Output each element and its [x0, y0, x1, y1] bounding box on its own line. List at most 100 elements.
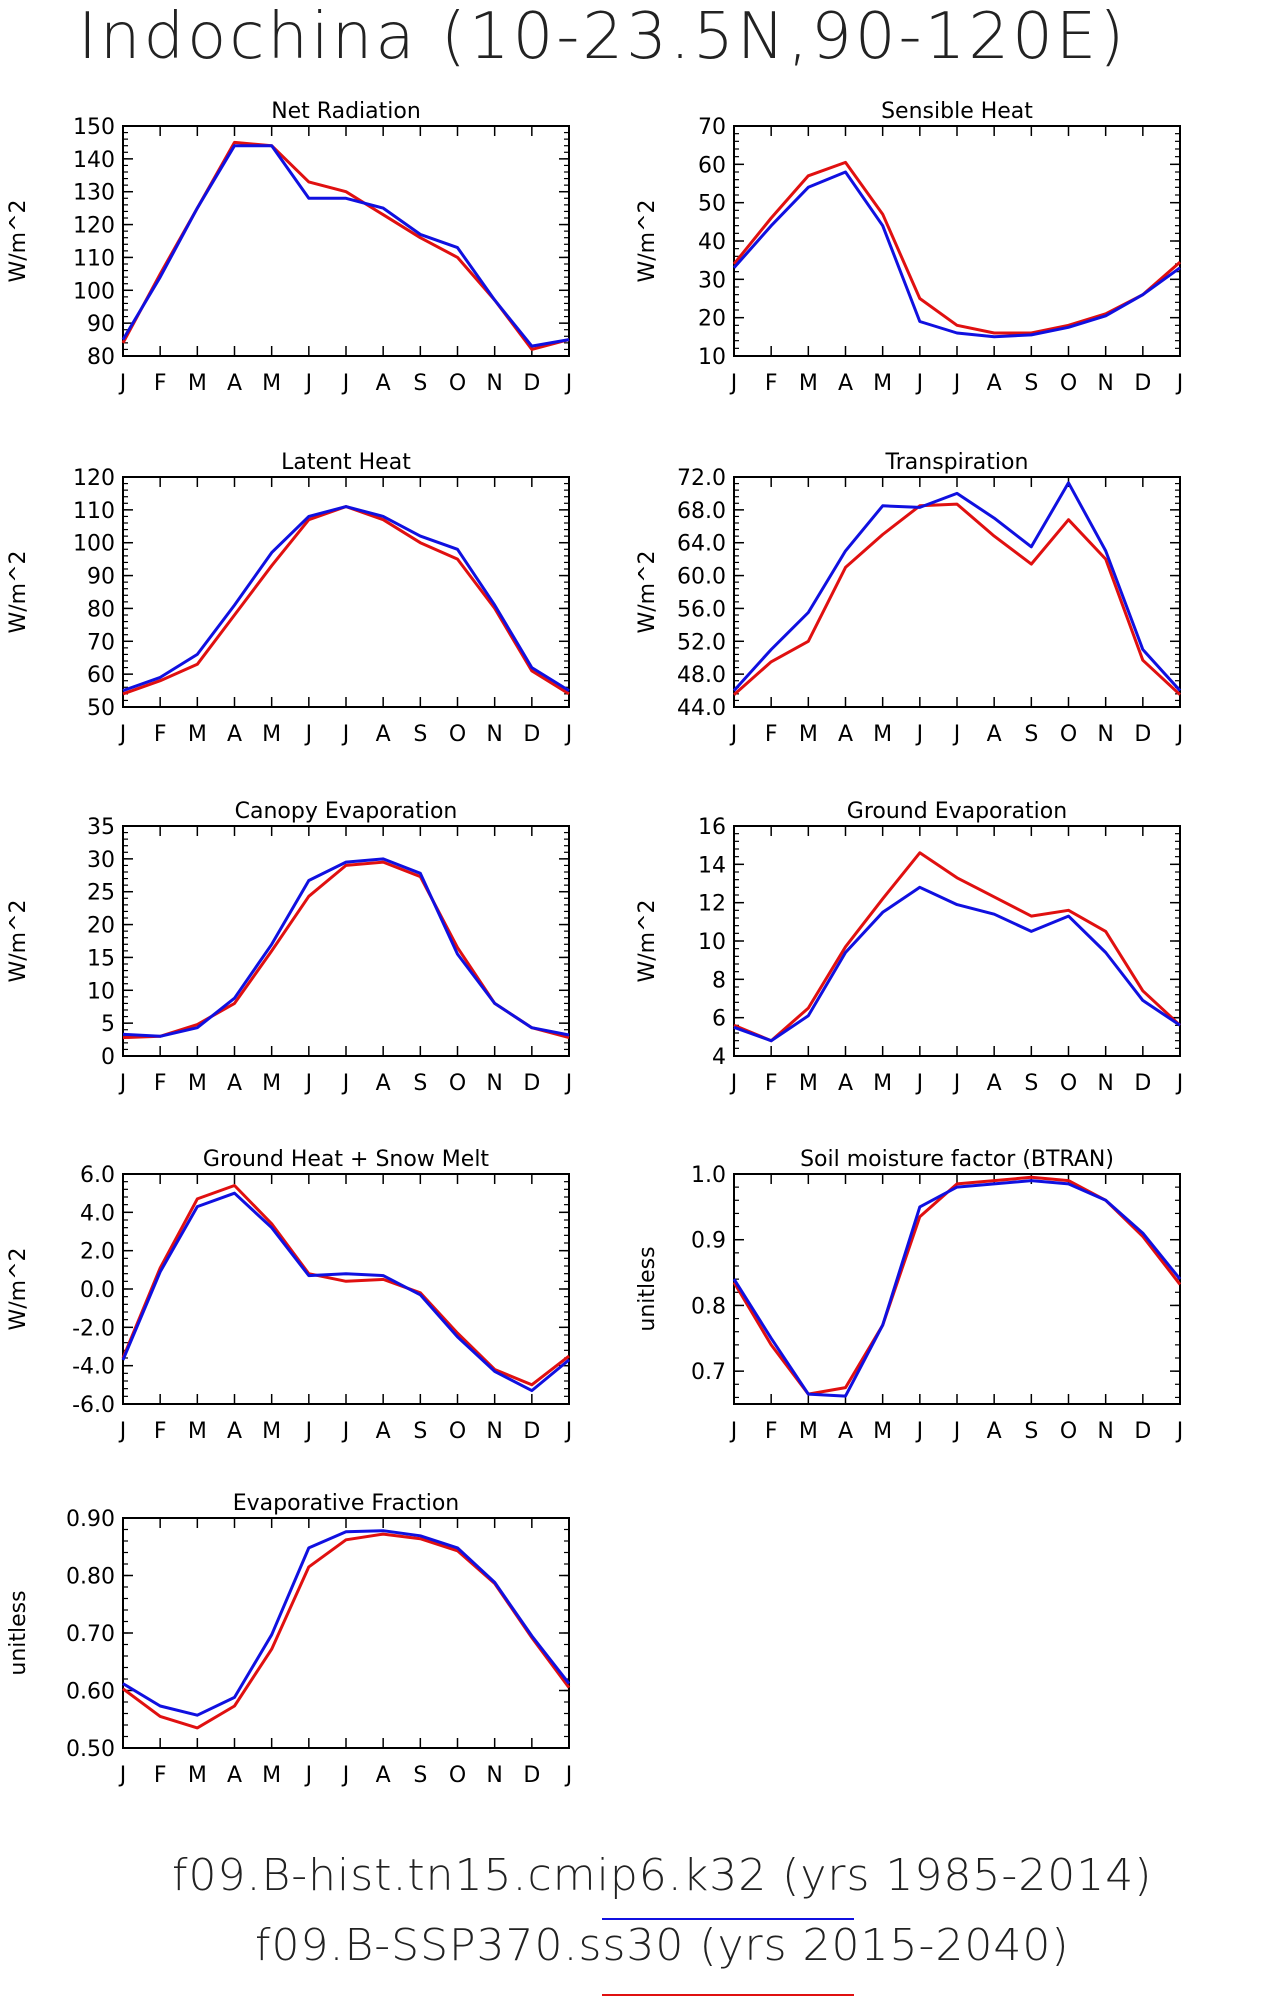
x-tick-label: J — [304, 371, 313, 396]
x-tick-label: F — [154, 1071, 167, 1096]
panel-4: Transpiration 44.0 48.0 52.0 56.0 60.0 64.0 68.… — [635, 450, 1183, 747]
y-tick-label: 80 — [87, 597, 115, 622]
y-tick-label: 110 — [73, 499, 115, 524]
y-tick-label: 16 — [698, 815, 726, 840]
x-tick-label: J — [729, 1071, 738, 1096]
x-tick-label: M — [799, 1419, 818, 1444]
x-tick-label: S — [413, 371, 427, 396]
x-tick-label: O — [1060, 1419, 1077, 1444]
y-tick-label: 2.0 — [80, 1240, 115, 1265]
series-ssp-line — [121, 1184, 570, 1387]
x-tick-label: O — [1060, 371, 1077, 396]
x-tick-label: M — [799, 1071, 818, 1096]
legend-swatch-hist — [602, 1918, 854, 1920]
series-hist-line — [122, 505, 570, 693]
x-tick-label: F — [765, 371, 778, 396]
x-tick-label: M — [873, 1419, 892, 1444]
x-tick-label: J — [952, 371, 961, 396]
x-tick-label: S — [1024, 722, 1038, 747]
series-hist-line — [733, 885, 1181, 1043]
y-tick-label: 0.8 — [691, 1294, 726, 1319]
panel-7: Ground Heat + Snow Melt -6.0 -4.0 -2.0 0.0 2.… — [6, 1147, 572, 1444]
x-tick-label: D — [1134, 1071, 1151, 1096]
x-tick-label: J — [915, 1071, 924, 1096]
y-tick-label: 10 — [87, 979, 115, 1004]
x-tick-label: J — [952, 722, 961, 747]
x-tick-label: O — [449, 722, 466, 747]
x-tick-label: J — [564, 1763, 573, 1788]
x-tick-label: M — [188, 1763, 207, 1788]
y-tick-label: 0.50 — [66, 1737, 115, 1762]
x-tick-label: N — [486, 1763, 502, 1788]
panel-title: Canopy Evaporation — [235, 799, 458, 824]
series-hist-line — [121, 1191, 570, 1393]
x-tick-label: J — [729, 1419, 738, 1444]
x-tick-label: O — [449, 1763, 466, 1788]
x-tick-label: F — [765, 1419, 778, 1444]
y-tick-label: 50 — [87, 696, 115, 721]
series-ssp-line — [122, 505, 570, 696]
series-ssp-line — [732, 160, 1181, 335]
y-tick-label: 150 — [73, 115, 115, 140]
y-axis-label: unitless — [6, 1590, 31, 1675]
plot-frame — [122, 825, 570, 1057]
x-tick-label: A — [376, 722, 391, 747]
x-tick-label: J — [341, 371, 350, 396]
y-tick-label: 68.0 — [677, 499, 726, 524]
plot-frame — [122, 476, 570, 708]
y-tick-label: 90 — [87, 312, 115, 337]
x-tick-label: N — [486, 722, 502, 747]
x-tick-label: M — [188, 1071, 207, 1096]
x-tick-label: J — [1175, 1071, 1184, 1096]
y-tick-label: 100 — [73, 532, 115, 557]
y-axis-label: W/m^2 — [6, 199, 31, 282]
x-tick-label: A — [838, 722, 853, 747]
y-tick-label: 0.80 — [66, 1565, 115, 1590]
y-tick-label: 64.0 — [677, 532, 726, 557]
y-tick-label: 80 — [87, 345, 115, 370]
legend-entry-ssp: f09.B-SSP370.ss30 (yrs 2015-2040) — [255, 1920, 1070, 1971]
x-tick-label: N — [1097, 1419, 1113, 1444]
x-tick-label: D — [523, 1419, 540, 1444]
y-tick-label: 14 — [698, 853, 726, 878]
x-tick-label: O — [449, 1071, 466, 1096]
x-tick-label: D — [1134, 722, 1151, 747]
y-tick-label: 110 — [73, 246, 115, 271]
y-tick-label: 70 — [698, 115, 726, 140]
x-tick-label: M — [262, 1071, 281, 1096]
panel-title: Ground Evaporation — [847, 799, 1067, 824]
x-tick-label: N — [486, 1419, 502, 1444]
x-tick-label: D — [523, 1071, 540, 1096]
x-tick-label: M — [799, 722, 818, 747]
y-axis-label: W/m^2 — [6, 899, 31, 982]
series-hist-line — [121, 144, 570, 348]
y-tick-label: 60.0 — [677, 565, 726, 590]
x-tick-label: J — [1175, 1419, 1184, 1444]
y-tick-label: 72.0 — [677, 466, 726, 491]
y-tick-label: 1.0 — [691, 1163, 726, 1188]
x-tick-label: A — [376, 1763, 391, 1788]
y-tick-label: 35 — [87, 815, 115, 840]
y-tick-label: 5 — [101, 1012, 115, 1037]
series-hist-line — [732, 481, 1182, 692]
x-tick-label: A — [838, 371, 853, 396]
x-tick-label: M — [262, 371, 281, 396]
series-hist-line — [732, 1179, 1182, 1398]
x-tick-label: J — [341, 722, 350, 747]
x-tick-label: O — [449, 1419, 466, 1444]
y-tick-label: 6 — [712, 1007, 726, 1032]
series-ssp-line — [122, 1532, 571, 1730]
x-tick-label: M — [873, 1071, 892, 1096]
panel-title: Latent Heat — [281, 450, 411, 475]
y-tick-label: 0 — [101, 1045, 115, 1070]
legend-entry-hist: f09.B-hist.tn15.cmip6.k32 (yrs 1985-2014… — [172, 1850, 1153, 1901]
x-tick-label: M — [188, 1419, 207, 1444]
x-tick-label: M — [262, 722, 281, 747]
x-tick-label: J — [118, 1071, 127, 1096]
y-tick-label: 60 — [87, 663, 115, 688]
x-tick-label: O — [1060, 1071, 1077, 1096]
x-tick-label: O — [449, 371, 466, 396]
x-tick-label: F — [154, 1763, 167, 1788]
